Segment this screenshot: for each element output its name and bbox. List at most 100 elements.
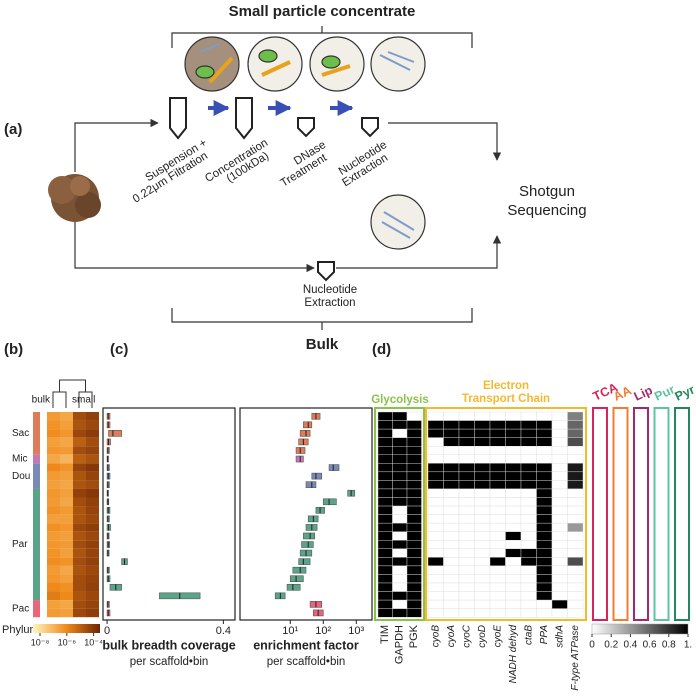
gene-cell: [427, 454, 444, 464]
gene-cell: [427, 531, 444, 541]
gene-cell: [551, 446, 568, 455]
gene-cell: [458, 463, 475, 473]
gene-cell: [567, 454, 584, 464]
gene-cell: [489, 522, 506, 532]
gene-cell: [427, 522, 444, 532]
gene-cell: [567, 557, 584, 567]
heat-cell: [86, 600, 99, 609]
gene-cell: [392, 608, 408, 618]
heat-cell: [60, 446, 73, 455]
heat-cell: [73, 463, 86, 472]
gene-cell: [427, 497, 444, 507]
soil: [48, 174, 101, 222]
gene-cell: [474, 454, 491, 464]
heat-cell: [73, 506, 86, 515]
gene-cell: [377, 591, 393, 601]
gene-cell: [377, 497, 393, 507]
gene-cell: [567, 471, 584, 481]
phylum-bar: [33, 412, 40, 455]
heat-cell: [86, 420, 99, 430]
heat-cell: [47, 420, 60, 430]
heat-cell: [60, 506, 73, 515]
gene-cell: [458, 574, 475, 584]
gene-cell: [427, 480, 444, 490]
phylum-bar: [33, 600, 40, 618]
heat-cell: [47, 583, 60, 592]
colorbar-tick-label: 10⁻⁶: [58, 637, 77, 647]
gene-cell: [520, 420, 537, 430]
gene-cell: [458, 522, 475, 532]
gene-cell: [489, 574, 506, 584]
pathway-box: [592, 407, 608, 621]
plot-frame: [239, 407, 373, 621]
heat-cell: [73, 437, 86, 447]
gene-cell: [474, 428, 491, 438]
gene-cell: [392, 505, 408, 515]
gene-cell: [505, 591, 522, 601]
gene-cell: [474, 522, 491, 532]
heat-cell: [73, 608, 86, 618]
gene-cell: [443, 505, 460, 515]
gene-cell: [505, 428, 522, 438]
x-tick-label: 0: [104, 625, 110, 637]
gene-cell: [443, 522, 460, 532]
gene-cell: [489, 608, 506, 618]
x-tick-label: 0.4: [216, 625, 231, 637]
heat-cell: [47, 531, 60, 541]
gene-cell: [489, 471, 506, 481]
heat-cell: [73, 412, 86, 421]
gene-cell: [458, 540, 475, 550]
heat-cell: [47, 523, 60, 532]
heat-cell: [86, 583, 99, 592]
gene-cell: [567, 480, 584, 490]
gene-cell: [551, 522, 568, 532]
gene-cell: [551, 497, 568, 507]
heat-cell: [60, 583, 73, 592]
gene-cell: [427, 488, 444, 498]
gene-cell: [489, 514, 506, 524]
heat-cell: [47, 454, 60, 464]
gene-cell: [392, 471, 408, 481]
gene-cell: [427, 505, 444, 515]
heat-cell: [73, 514, 86, 524]
heat-cell: [47, 574, 60, 583]
heat-cell: [86, 608, 99, 618]
gene-cell: [536, 599, 553, 609]
gene-cell: [536, 437, 553, 447]
gene-cell: [474, 531, 491, 541]
gene-cell: [536, 420, 553, 430]
gene-cell: [392, 565, 408, 575]
gene-cell: [474, 548, 491, 558]
gene-cell: [536, 557, 553, 567]
box: [298, 558, 311, 565]
pathway-box: [674, 407, 690, 621]
gene-cell: [392, 540, 408, 550]
gene-cell: [536, 522, 553, 532]
gene-cell: [427, 591, 444, 601]
heat-cell: [86, 514, 99, 524]
gene-cell: [520, 591, 537, 601]
gene-cell: [567, 505, 584, 515]
gene-cell: [505, 488, 522, 498]
colorbar-tick-label: 10⁻⁴: [84, 637, 103, 647]
gene-cell: [474, 540, 491, 550]
heat-cell: [86, 412, 99, 421]
gene-cell: [443, 497, 460, 507]
gene-cell: [406, 565, 422, 575]
heat-cell: [73, 540, 86, 549]
gene-cell: [458, 548, 475, 558]
colorbar-tick-label: 0.6: [643, 640, 657, 651]
plot-frame: [102, 407, 236, 621]
phylum-bar: [33, 488, 40, 601]
gene-cell: [505, 463, 522, 473]
gene-cell: [406, 599, 422, 609]
gene-cell: [406, 463, 422, 473]
box: [303, 421, 313, 429]
gene-cell: [567, 582, 584, 592]
heat-cell: [86, 540, 99, 549]
box: [301, 541, 314, 548]
heat-cell: [86, 531, 99, 541]
bracket-title: Small particle concentrate: [229, 3, 416, 20]
heat-cell: [60, 480, 73, 489]
gene-cell: [505, 454, 522, 464]
